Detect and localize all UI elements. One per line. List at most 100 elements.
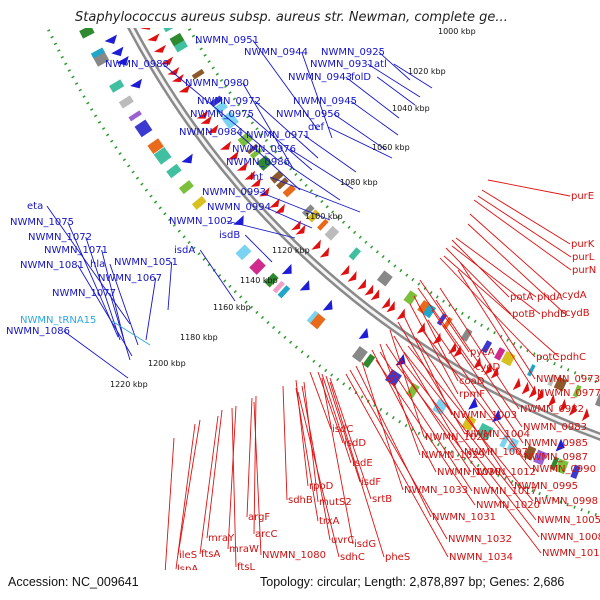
gene-label-right: trxA [319, 516, 340, 527]
cog-feature [533, 449, 548, 466]
reverse-gene-arrow [473, 356, 482, 369]
gene-label-left: hla [90, 259, 105, 270]
forward-gene-arrow [116, 55, 129, 66]
gene-label-right: srtB [372, 494, 392, 505]
left-leader-line [252, 39, 319, 131]
cog-feature [302, 204, 315, 217]
forward-gene-arrow [468, 397, 478, 410]
cog-feature [481, 340, 493, 354]
gene-label-left: isdB [219, 230, 240, 241]
reverse-gene-arrow [236, 161, 248, 171]
right-leader-line [473, 199, 572, 271]
cog-feature [282, 184, 296, 198]
gene-label-right: NWMN_1013 [542, 548, 600, 559]
left-leader-line [269, 176, 361, 213]
forward-gene-arrow [130, 78, 142, 89]
cog-feature [307, 209, 321, 223]
gene-label-right: ftsA [201, 549, 220, 560]
gene-label-right: arcC [255, 529, 278, 540]
forward-gene-arrow [281, 263, 292, 275]
gene-label-right: NWMN_1033 [404, 485, 468, 496]
gene-label-right: NWMN_1007 [464, 447, 528, 458]
right-leader-line [445, 247, 512, 315]
gene-label-left: NWMN_0980 [185, 78, 249, 89]
right-leader-line [467, 223, 565, 314]
cog-feature [128, 110, 142, 122]
kbp-tick-labels: 1000 kbp 1020 kbp 1040 kbp 1060 kbp 1080 kbp… [110, 27, 476, 389]
right-leader-line [321, 377, 354, 545]
gene-label-right: rpoD [309, 481, 334, 492]
right-leader-line [399, 357, 540, 538]
cog-feature [191, 195, 207, 210]
gene-label-right: argF [248, 512, 270, 523]
kbp-tick-label: 1200 kbp [148, 359, 186, 368]
kbp-tick-label: 1040 kbp [392, 104, 430, 113]
reverse-gene-arrow [357, 278, 367, 290]
cog-feature [547, 373, 557, 387]
right-leader-line [451, 245, 541, 315]
gene-label-right: mutS2 [319, 497, 352, 508]
gene-label-right: pycA [470, 347, 495, 358]
reverse-gene-arrow [547, 393, 556, 407]
cog-feature [147, 138, 164, 155]
right-leader-line [455, 237, 537, 298]
cog-feature [306, 310, 319, 324]
cog-feature [317, 218, 329, 231]
gene-label-right: NWMN_0983 [523, 422, 587, 433]
gene-label-left: folD [351, 72, 371, 83]
right-leader-line [481, 189, 571, 245]
gene-label-right: purE [571, 191, 594, 202]
right-leader-line [379, 351, 473, 492]
left-leader-line [226, 220, 296, 239]
kbp-tick-label: 1060 kbp [372, 143, 410, 152]
right-leader-line [297, 391, 340, 558]
gene-label-right: NWMN_1004 [466, 429, 530, 440]
gene-label-left: NWMN_1071 [44, 245, 108, 256]
cog-feature [403, 290, 418, 306]
gene-label-left: NWMN_0925 [321, 47, 385, 58]
right-leader-line [439, 257, 536, 358]
cog-feature [249, 147, 263, 159]
reverse-gene-arrow [370, 289, 380, 301]
gene-label-left: NWMN_0976 [232, 144, 296, 155]
kbp-tick-label: 1100 kbp [305, 212, 343, 221]
cog-feature [213, 100, 228, 115]
gene-label-left: eta [27, 201, 43, 212]
forward-gene-arrow [111, 46, 124, 57]
reverse-gene-arrow [269, 198, 280, 208]
right-leader-line [282, 385, 288, 501]
right-leader-line [419, 279, 470, 353]
left-leader-line [167, 261, 173, 311]
forward-gene-arrow [181, 153, 193, 164]
cog-feature [109, 79, 125, 93]
right-leader-line [385, 343, 472, 473]
gene-label-right: mraW [229, 544, 259, 555]
gene-label-right: cyoD [475, 362, 501, 373]
gene-label-right: pheS [385, 552, 410, 563]
cog-feature [570, 464, 581, 479]
reverse-gene-arrow [250, 177, 262, 187]
cog-feature [554, 458, 569, 475]
forward-gene-arrow [358, 327, 369, 339]
cog-feature [572, 384, 582, 398]
gene-label-right: isdC [332, 424, 353, 435]
right-leader-line [355, 365, 432, 518]
gene-label-right: NWMN_0982 [520, 404, 584, 415]
gene-label-left: NWMN_0993 [202, 187, 266, 198]
gene-label-left: NWMN_0944 [244, 47, 308, 58]
kbp-tick-label: 1000 kbp [438, 27, 476, 36]
left-leader-line [101, 249, 125, 341]
gene-label-right: purL [572, 252, 595, 263]
trna-leader-line [111, 320, 151, 346]
left-leader-line [333, 113, 387, 151]
gene-label-right: cydB [565, 308, 590, 319]
left-leader-line [345, 76, 400, 119]
gene-label-right: NWMN_1030 [437, 467, 501, 478]
left-leader-line [303, 134, 357, 173]
cog-feature [362, 353, 376, 368]
right-leader-line [375, 359, 476, 506]
gene-label-left: NWMN_0945 [293, 96, 357, 107]
left-leader-line [109, 263, 139, 346]
